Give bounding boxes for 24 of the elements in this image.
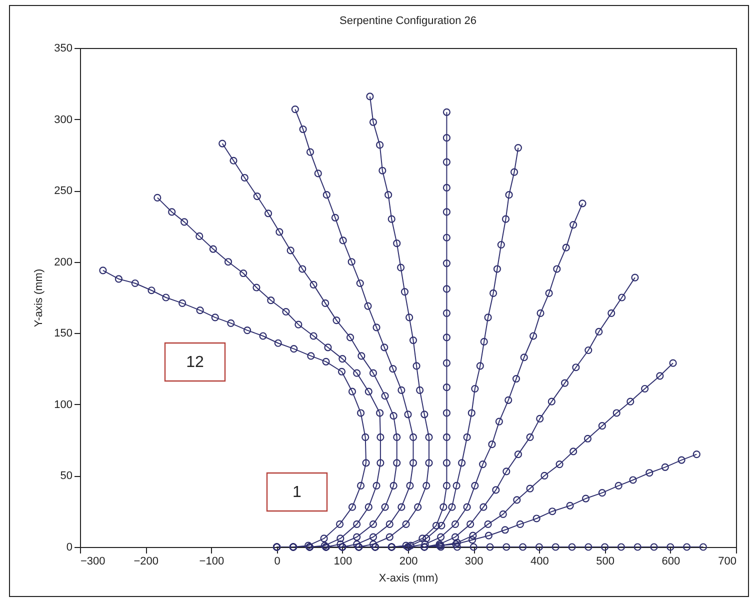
y-tick-label: 300 — [54, 114, 72, 126]
y-tick-label: 0 — [66, 542, 72, 554]
chart-title: Serpentine Configuration 26 — [340, 15, 476, 27]
x-tick-label: −200 — [134, 556, 158, 568]
x-tick-label: 700 — [718, 556, 736, 568]
annotation: 12 — [186, 354, 204, 371]
y-axis-title: Y-axis (mm) — [33, 268, 46, 328]
x-tick-label: 500 — [596, 556, 614, 568]
y-tick-label: 250 — [54, 185, 72, 198]
x-tick-label: 300 — [464, 556, 484, 568]
x-tick-label: 0 — [274, 556, 280, 568]
annotation: 1 — [292, 484, 302, 501]
x-tick-label: −100 — [199, 556, 224, 568]
y-tick-label: 100 — [54, 398, 72, 411]
x-tick-label: 200 — [399, 556, 418, 568]
x-tick-label: −300 — [80, 556, 106, 568]
x-axis-title: X-axis (mm) — [378, 572, 438, 584]
y-tick-label: 200 — [54, 256, 72, 268]
x-tick-label: 400 — [530, 556, 549, 568]
y-tick-label: 150 — [54, 328, 72, 340]
y-tick-label: 350 — [54, 42, 72, 54]
x-tick-label: 600 — [662, 556, 680, 568]
x-tick-label: 100 — [334, 556, 352, 568]
y-tick-label: 50 — [60, 470, 72, 482]
